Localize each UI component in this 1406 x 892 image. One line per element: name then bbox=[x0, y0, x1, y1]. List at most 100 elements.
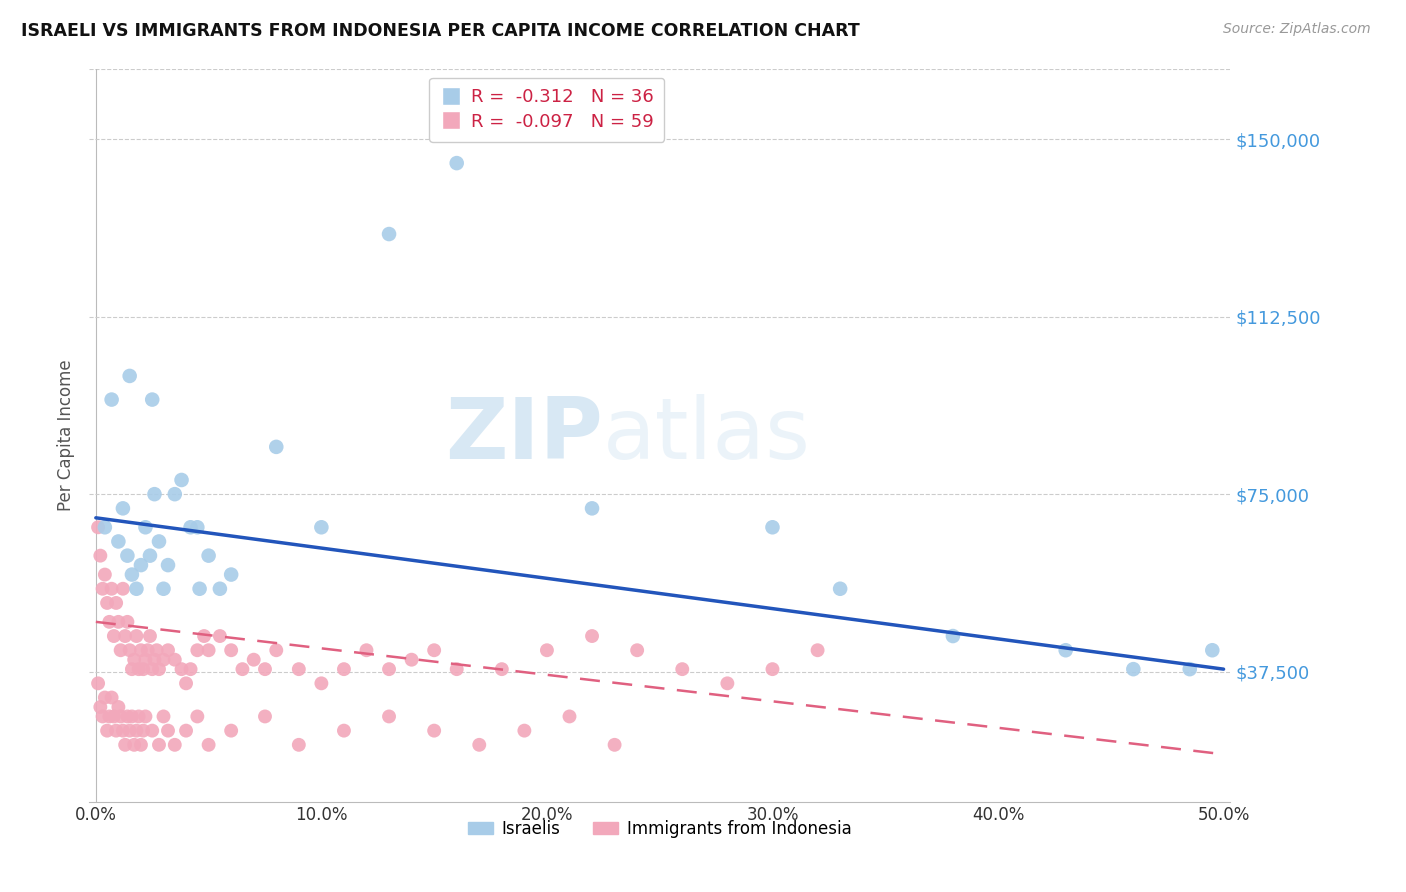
Point bbox=[96, 596, 118, 610]
Point bbox=[152, 582, 174, 596]
Point bbox=[94, 690, 117, 705]
Point bbox=[148, 534, 170, 549]
Text: ZIP: ZIP bbox=[444, 393, 603, 476]
Point bbox=[219, 567, 242, 582]
Point bbox=[761, 662, 783, 676]
Point bbox=[186, 520, 208, 534]
Point bbox=[152, 653, 174, 667]
Point bbox=[141, 723, 163, 738]
Point bbox=[117, 549, 139, 563]
Point bbox=[152, 709, 174, 723]
Point bbox=[288, 662, 311, 676]
Point bbox=[188, 582, 211, 596]
Point bbox=[128, 709, 150, 723]
Point bbox=[231, 662, 253, 676]
Point bbox=[186, 643, 208, 657]
Point bbox=[174, 723, 197, 738]
Point bbox=[125, 629, 148, 643]
Point bbox=[558, 709, 581, 723]
Point bbox=[141, 392, 163, 407]
Point bbox=[163, 738, 186, 752]
Point bbox=[100, 582, 122, 596]
Point bbox=[491, 662, 513, 676]
Point bbox=[180, 662, 202, 676]
Point bbox=[118, 368, 141, 383]
Point bbox=[143, 653, 166, 667]
Point bbox=[423, 643, 446, 657]
Point bbox=[378, 227, 401, 241]
Point bbox=[1201, 643, 1223, 657]
Point bbox=[87, 520, 110, 534]
Point bbox=[581, 629, 603, 643]
Point bbox=[125, 582, 148, 596]
Point bbox=[513, 723, 536, 738]
Point bbox=[103, 629, 125, 643]
Point bbox=[87, 676, 110, 690]
Point bbox=[401, 653, 423, 667]
Point bbox=[111, 582, 134, 596]
Point bbox=[830, 582, 852, 596]
Point bbox=[129, 558, 152, 573]
Point bbox=[197, 738, 219, 752]
Point bbox=[942, 629, 965, 643]
Point bbox=[148, 738, 170, 752]
Point bbox=[170, 662, 193, 676]
Point bbox=[311, 520, 333, 534]
Point bbox=[96, 723, 118, 738]
Point bbox=[1178, 662, 1201, 676]
Point bbox=[89, 700, 111, 714]
Point bbox=[806, 643, 828, 657]
Point bbox=[446, 662, 468, 676]
Point bbox=[100, 392, 122, 407]
Point bbox=[197, 549, 219, 563]
Point bbox=[156, 723, 179, 738]
Point bbox=[1054, 643, 1077, 657]
Point bbox=[89, 549, 111, 563]
Point bbox=[121, 662, 143, 676]
Point bbox=[121, 567, 143, 582]
Point bbox=[121, 709, 143, 723]
Point bbox=[288, 738, 311, 752]
Point bbox=[136, 643, 159, 657]
Point bbox=[134, 520, 156, 534]
Point bbox=[264, 440, 287, 454]
Point bbox=[148, 662, 170, 676]
Point bbox=[219, 723, 242, 738]
Point bbox=[134, 653, 156, 667]
Point bbox=[193, 629, 215, 643]
Point bbox=[581, 501, 603, 516]
Point bbox=[1122, 662, 1144, 676]
Point bbox=[100, 690, 122, 705]
Point bbox=[122, 653, 145, 667]
Point bbox=[163, 487, 186, 501]
Point bbox=[117, 709, 139, 723]
Point bbox=[311, 676, 333, 690]
Point bbox=[118, 723, 141, 738]
Point bbox=[603, 738, 626, 752]
Point bbox=[378, 709, 401, 723]
Point bbox=[129, 643, 152, 657]
Point bbox=[105, 596, 128, 610]
Point bbox=[671, 662, 693, 676]
Point bbox=[208, 629, 231, 643]
Point bbox=[128, 662, 150, 676]
Point bbox=[761, 520, 783, 534]
Point bbox=[253, 709, 276, 723]
Point bbox=[219, 643, 242, 657]
Point bbox=[139, 549, 162, 563]
Point bbox=[107, 534, 129, 549]
Point bbox=[264, 643, 287, 657]
Point bbox=[105, 723, 128, 738]
Point bbox=[114, 738, 136, 752]
Point bbox=[333, 723, 356, 738]
Text: Source: ZipAtlas.com: Source: ZipAtlas.com bbox=[1223, 22, 1371, 37]
Point bbox=[94, 520, 117, 534]
Point bbox=[536, 643, 558, 657]
Point bbox=[129, 738, 152, 752]
Point bbox=[716, 676, 738, 690]
Point bbox=[107, 615, 129, 629]
Point bbox=[446, 156, 468, 170]
Point bbox=[107, 700, 129, 714]
Legend: Israelis, Immigrants from Indonesia: Israelis, Immigrants from Indonesia bbox=[461, 814, 858, 845]
Point bbox=[111, 723, 134, 738]
